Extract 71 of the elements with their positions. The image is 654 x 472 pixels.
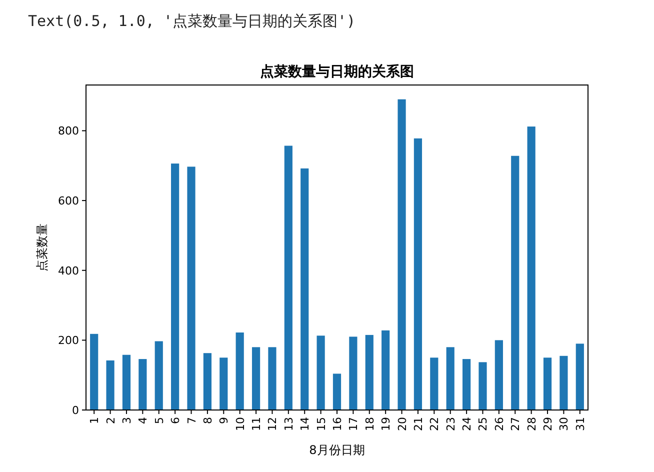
x-tick-label: 11 — [250, 417, 264, 431]
bar — [398, 99, 406, 410]
x-tick-label: 9 — [218, 417, 231, 424]
bar — [365, 334, 374, 410]
bar — [494, 340, 503, 410]
y-tick-label: 200 — [58, 334, 79, 348]
x-tick-label: 12 — [266, 417, 280, 431]
bar — [382, 330, 390, 410]
bar — [332, 374, 342, 410]
y-tick-label: 800 — [58, 124, 79, 138]
bar — [543, 358, 552, 410]
x-tick-label: 16 — [331, 417, 344, 431]
bar — [414, 138, 422, 410]
x-tick-label: 15 — [314, 417, 328, 431]
bar — [90, 334, 98, 410]
bar — [138, 359, 147, 410]
bar — [154, 341, 163, 410]
bar — [576, 344, 584, 410]
x-tick-label: 10 — [234, 417, 247, 431]
x-tick-label: 4 — [136, 417, 150, 424]
x-tick-label: 3 — [120, 417, 134, 424]
bar — [527, 126, 536, 410]
bar — [106, 360, 114, 410]
bar — [511, 156, 520, 410]
bar — [349, 336, 358, 410]
x-tick-label: 27 — [509, 417, 522, 431]
x-tick-label: 23 — [444, 417, 458, 431]
x-tick-label: 20 — [396, 417, 409, 431]
x-tick-label: 17 — [347, 417, 360, 431]
x-axis-title: 8月份日期 — [309, 443, 365, 457]
x-tick-label: 28 — [525, 417, 538, 431]
bar — [252, 347, 260, 410]
chart-title: 点菜数量与日期的关系图 — [260, 63, 414, 80]
x-tick-label: 26 — [492, 417, 506, 431]
x-tick-label: 21 — [412, 417, 425, 431]
x-tick-label: 24 — [460, 417, 474, 431]
x-tick-label: 29 — [542, 417, 555, 431]
bar — [122, 354, 131, 410]
y-axis-title: 点菜数量 — [35, 224, 49, 272]
x-tick-label: 31 — [574, 417, 587, 431]
bar — [268, 347, 276, 410]
bar — [203, 353, 212, 410]
x-tick-label: 5 — [152, 417, 166, 424]
x-tick-label: 25 — [476, 417, 490, 431]
x-tick-label: 30 — [558, 417, 571, 431]
x-tick-label: 6 — [169, 417, 182, 424]
bar — [446, 347, 454, 410]
x-tick-label: 1 — [88, 417, 102, 424]
bar — [236, 332, 244, 410]
x-tick-label: 2 — [104, 417, 118, 424]
bar — [462, 359, 471, 410]
bar — [284, 146, 292, 410]
x-tick-label: 18 — [363, 417, 376, 431]
bar — [187, 166, 196, 410]
bar — [560, 356, 568, 410]
x-tick-label: 19 — [380, 417, 393, 431]
x-tick-label: 7 — [185, 417, 198, 424]
bar — [171, 164, 180, 410]
bar — [430, 358, 438, 410]
x-tick-label: 22 — [428, 417, 442, 431]
bar — [300, 168, 309, 410]
x-tick-label: 13 — [282, 417, 296, 431]
x-tick-label: 8 — [201, 417, 214, 424]
bar — [220, 358, 228, 410]
y-tick-label: 400 — [58, 264, 79, 278]
x-tick-label: 14 — [298, 417, 312, 431]
bar — [478, 362, 487, 410]
y-tick-label: 600 — [58, 194, 79, 208]
text: Text(0.5, 1.0, '点菜数量与日期的关系图') — [28, 12, 356, 30]
bar — [316, 336, 325, 410]
y-tick-label: 0 — [72, 404, 79, 417]
